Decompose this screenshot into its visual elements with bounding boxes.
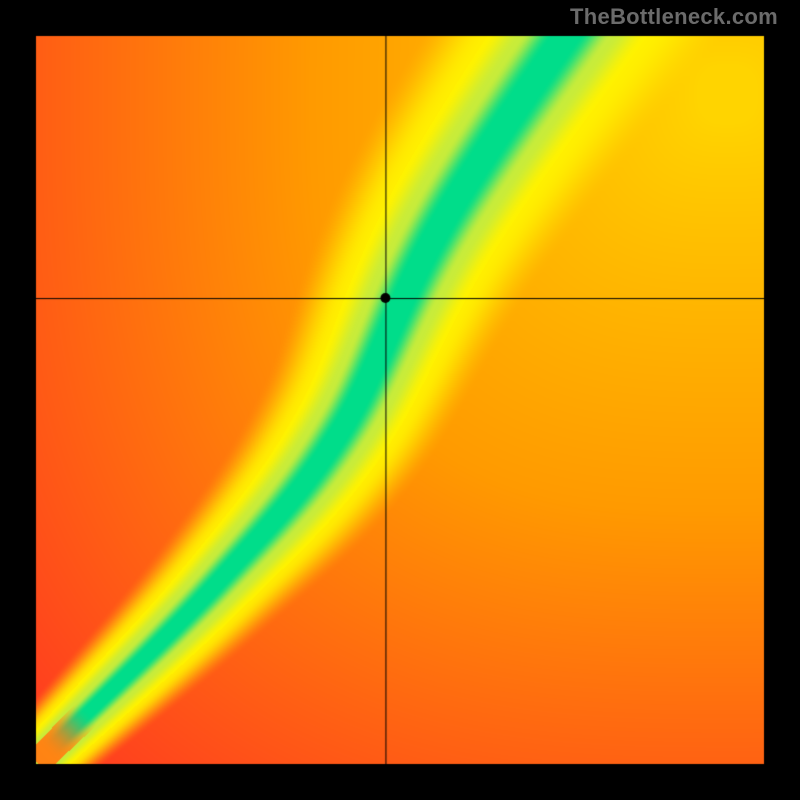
chart-container: TheBottleneck.com — [0, 0, 800, 800]
bottleneck-heatmap — [0, 0, 800, 800]
watermark-text: TheBottleneck.com — [570, 4, 778, 30]
